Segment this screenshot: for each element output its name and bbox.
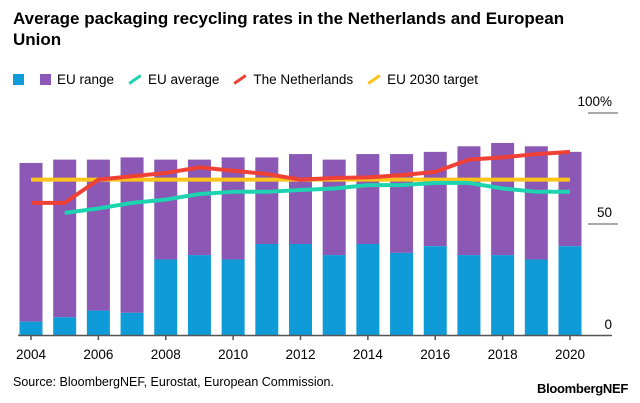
bar-range-2020 (558, 151, 582, 247)
bar-min-2009 (187, 255, 211, 335)
bar-min-2018 (491, 255, 515, 335)
x-tick-label: 2020 (555, 347, 585, 362)
legend-label: EU average (148, 72, 220, 87)
bar-min-2010 (221, 259, 245, 335)
bar-min-2016 (423, 246, 447, 335)
chart-title: Average packaging recycling rates in the… (13, 9, 565, 49)
bar-min-2019 (524, 259, 548, 335)
bar-range-2013 (322, 159, 346, 256)
x-tick-label: 2012 (285, 347, 315, 362)
bar-min-2011 (255, 243, 279, 335)
bar-range-2004 (19, 162, 43, 322)
x-tick-label: 2010 (218, 347, 248, 362)
bar-range-2009 (187, 159, 211, 256)
bar-min-2012 (289, 243, 312, 335)
bar-min-2005 (53, 317, 77, 335)
x-tick-label: 2018 (488, 347, 518, 362)
bar-range-2019 (524, 146, 548, 260)
legend-item: EU average (128, 72, 219, 87)
legend-label: EU range (57, 72, 115, 87)
bar-range-2012 (289, 154, 312, 244)
bar-range-2006 (86, 159, 110, 311)
x-tick-label: 2016 (420, 347, 450, 362)
bar-min-2007 (120, 312, 144, 335)
bar-range-2016 (423, 151, 447, 247)
bar-min-2008 (154, 259, 178, 335)
bar-min-2006 (86, 310, 110, 335)
bar-range-2018 (491, 142, 515, 256)
bar-min-2004 (19, 321, 43, 335)
bar-min-2015 (390, 252, 414, 335)
bar-range-2015 (390, 154, 414, 253)
x-tick-label: 2006 (83, 347, 113, 362)
source-note: Source: BloombergNEF, Eurostat, European… (13, 375, 334, 389)
legend-item: EU range (40, 72, 114, 87)
y-tick-label: 100% (577, 94, 612, 109)
x-tick-label: 2014 (353, 347, 384, 362)
bar-min-2017 (457, 255, 481, 335)
x-tick-label: 2008 (151, 347, 181, 362)
bar-range-2008 (154, 159, 178, 260)
legend-label: EU 2030 target (387, 72, 478, 87)
bar-range-2007 (120, 157, 144, 313)
legend-swatch (40, 74, 51, 85)
legend-swatch (13, 74, 24, 85)
bar-range-2010 (221, 157, 245, 260)
bar-min-2014 (356, 243, 380, 335)
legend-item (13, 74, 30, 85)
legend-label: The Netherlands (253, 72, 354, 87)
line-the-netherlands (31, 149, 571, 205)
legend-item: EU 2030 target (367, 72, 478, 87)
legend-item: The Netherlands (233, 72, 353, 87)
y-tick-label: 0 (604, 317, 612, 332)
bar-range-2005 (53, 159, 77, 318)
y-tick-label: 50 (597, 205, 612, 220)
bar-range-2011 (255, 157, 279, 244)
legend: EU range EU average The Netherlands EU 2030… (13, 72, 492, 87)
bar-range-2014 (356, 154, 380, 244)
line-eu-average (64, 180, 570, 215)
bar-range-2017 (457, 146, 481, 256)
bloombergnef-logo: BloombergNEF (536, 381, 628, 396)
bar-min-2013 (322, 255, 346, 335)
bar-min-2020 (558, 246, 582, 335)
x-tick-label: 2004 (16, 347, 47, 362)
